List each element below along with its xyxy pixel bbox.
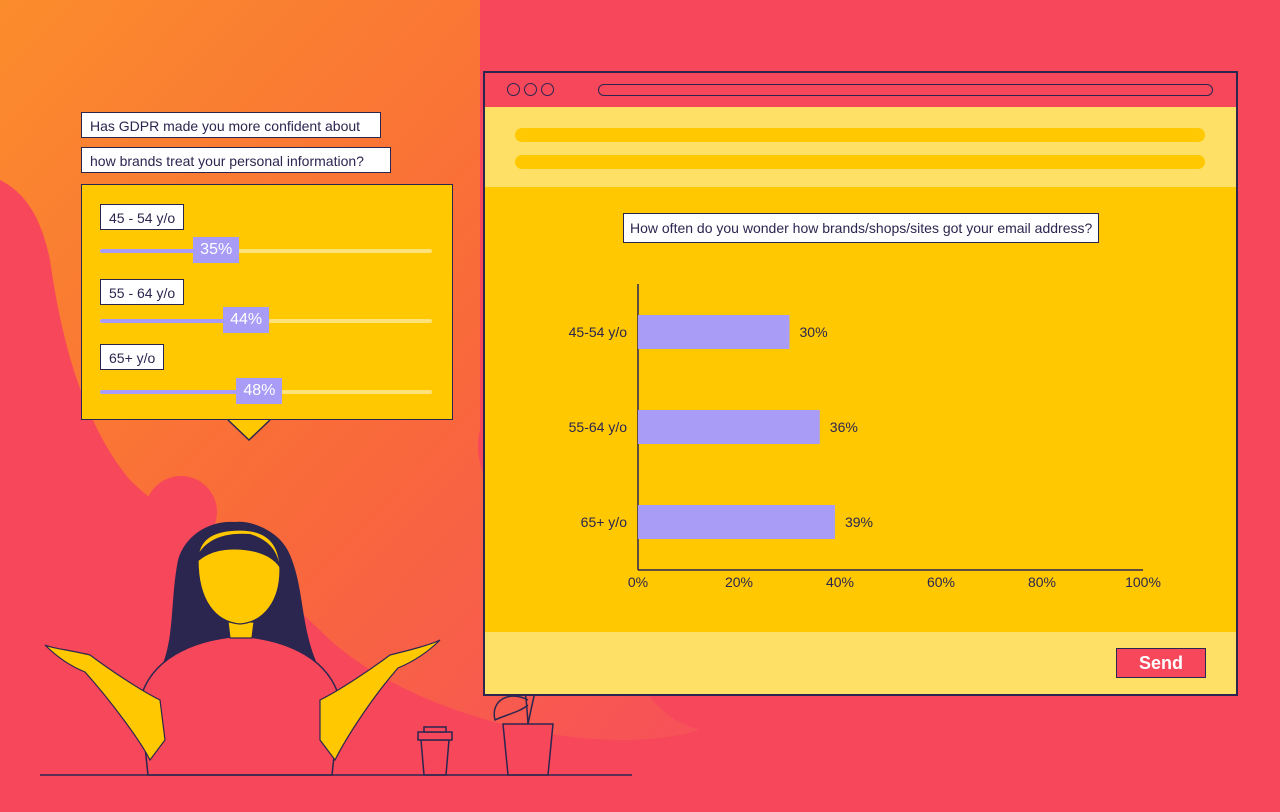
poll-percent-badge: 48% xyxy=(236,378,283,404)
bar-chart: 45-54 y/o 30% 55-64 y/o 36% 65+ y/o 39% 0% 20% 4… xyxy=(569,284,1161,590)
address-bar[interactable] xyxy=(598,84,1213,96)
woman-illustration xyxy=(44,521,441,776)
x-tick-label: 100% xyxy=(1125,574,1161,590)
window-maximize-dot-icon[interactable] xyxy=(541,83,554,96)
placeholder-text-line xyxy=(515,128,1205,142)
category-label: 65+ y/o xyxy=(581,514,628,530)
bar xyxy=(638,505,835,539)
survey-question-line-2: how brands treat your personal informati… xyxy=(81,147,391,173)
x-tick-label: 60% xyxy=(927,574,955,590)
browser-window: Send xyxy=(483,71,1238,696)
x-tick-label: 80% xyxy=(1028,574,1056,590)
poll-group-label: 55 - 64 y/o xyxy=(100,279,185,305)
poll-percent-badge: 35% xyxy=(193,237,240,263)
x-tick-label: 20% xyxy=(725,574,753,590)
chart-title: How often do you wonder how brands/shops… xyxy=(623,213,1100,243)
poll-slider-track: 35% xyxy=(100,237,432,263)
browser-title-bar xyxy=(485,73,1236,109)
poll-slider-fill xyxy=(100,249,217,253)
x-tick-label: 40% xyxy=(826,574,854,590)
poll-slider-track: 48% xyxy=(100,378,432,404)
bar-value-label: 39% xyxy=(845,514,873,530)
survey-question-line-1: Has GDPR made you more confident about xyxy=(81,112,381,138)
category-label: 55-64 y/o xyxy=(569,419,628,435)
category-label: 45-54 y/o xyxy=(569,324,628,340)
poll-results-card: 45 - 54 y/o 35% 55 - 64 y/o 44% 65+ y/o … xyxy=(81,184,453,420)
speech-bubble-pointer xyxy=(227,419,271,442)
window-close-dot-icon[interactable] xyxy=(507,83,520,96)
bar xyxy=(638,410,820,444)
poll-percent-badge: 44% xyxy=(223,307,270,333)
poll-slider-fill xyxy=(100,319,247,323)
window-minimize-dot-icon[interactable] xyxy=(524,83,537,96)
placeholder-text-line xyxy=(515,155,1205,169)
poll-slider-fill xyxy=(100,390,260,394)
decorative-circle xyxy=(145,476,217,548)
bar xyxy=(638,315,790,349)
poll-group-label: 65+ y/o xyxy=(100,344,165,370)
poll-slider-track: 44% xyxy=(100,307,432,333)
browser-header xyxy=(485,107,1236,187)
browser-footer: Send xyxy=(485,632,1236,694)
coffee-cup-icon xyxy=(417,726,453,776)
bar-value-label: 36% xyxy=(830,419,858,435)
bar-value-label: 30% xyxy=(800,324,828,340)
poll-group-label: 45 - 54 y/o xyxy=(100,204,185,230)
send-button[interactable]: Send xyxy=(1116,648,1206,678)
x-tick-label: 0% xyxy=(628,574,648,590)
